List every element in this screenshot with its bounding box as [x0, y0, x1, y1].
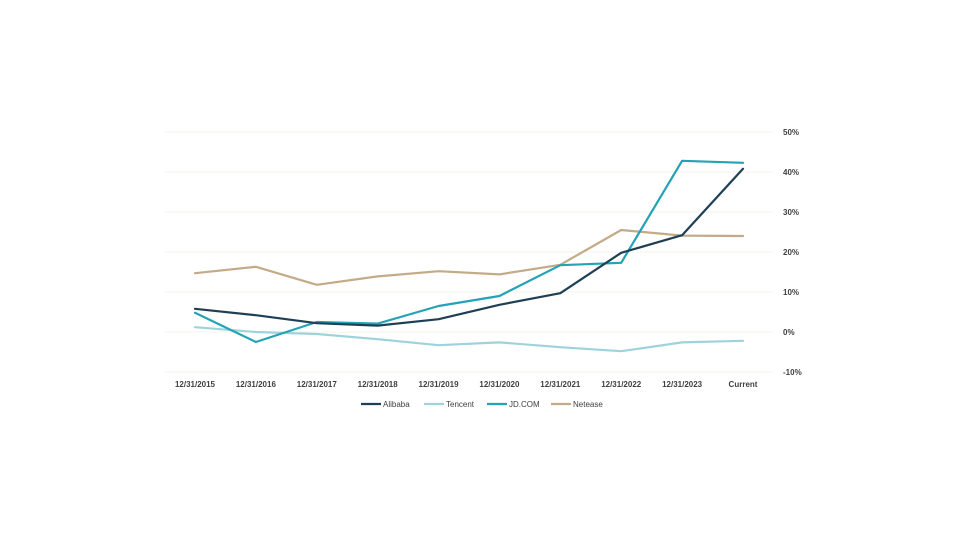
y-tick-label: 40%: [783, 168, 799, 177]
series-line-alibaba: [193, 167, 745, 327]
legend-item: Netease: [551, 400, 603, 409]
x-tick-label: 12/31/2017: [297, 380, 338, 389]
x-tick-label: 12/31/2020: [479, 380, 520, 389]
y-tick-label: 20%: [783, 248, 799, 257]
y-tick-label: 50%: [783, 128, 799, 137]
y-tick-label: 30%: [783, 208, 799, 217]
series-line-jd-com: [193, 159, 745, 344]
x-tick-label: 12/31/2016: [236, 380, 277, 389]
x-tick-label: 12/31/2021: [540, 380, 581, 389]
legend-item: Alibaba: [361, 400, 410, 409]
x-tick-label: 12/31/2022: [601, 380, 642, 389]
x-tick-label: 12/31/2019: [419, 380, 460, 389]
x-tick-label: 12/31/2023: [662, 380, 703, 389]
series-line-tencent: [193, 326, 745, 353]
y-axis-ticks: 50% 40% 30% 20% 10% 0% -10%: [783, 128, 802, 377]
y-tick-label: 0%: [783, 328, 795, 337]
legend-item: JD.COM: [487, 400, 540, 409]
series-lines: [193, 159, 745, 353]
legend-label: JD.COM: [509, 400, 540, 409]
gridlines: [165, 131, 772, 373]
y-tick-label: -10%: [783, 368, 802, 377]
x-axis-ticks: 12/31/2015 12/31/2016 12/31/2017 12/31/2018…: [175, 380, 758, 389]
legend-label: Netease: [573, 400, 603, 409]
x-tick-label: 12/31/2018: [358, 380, 399, 389]
legend-item: Tencent: [424, 400, 475, 409]
x-tick-label: Current: [729, 380, 758, 389]
legend: Alibaba Tencent JD.COM Netease: [361, 400, 603, 409]
legend-label: Alibaba: [383, 400, 410, 409]
y-tick-label: 10%: [783, 288, 799, 297]
x-tick-label: 12/31/2015: [175, 380, 216, 389]
series-line-netease: [193, 228, 745, 286]
legend-label: Tencent: [446, 400, 475, 409]
